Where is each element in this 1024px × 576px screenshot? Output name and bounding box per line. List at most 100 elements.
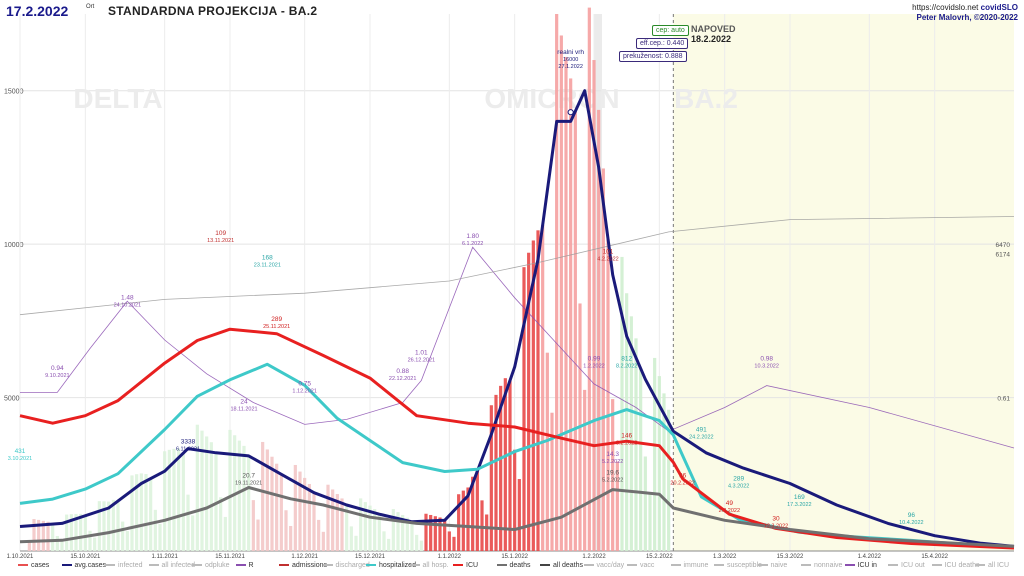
legend-item-infected[interactable]: infected bbox=[105, 562, 143, 569]
legend-swatch bbox=[148, 564, 159, 567]
case-bar bbox=[387, 538, 391, 551]
case-bar bbox=[46, 521, 50, 551]
annotation-sub2: 27.1.2022 bbox=[558, 64, 582, 70]
case-bar bbox=[293, 464, 297, 551]
legend-item-admissions[interactable]: admissions bbox=[279, 562, 327, 569]
legend-item-odpluke[interactable]: odpluke bbox=[192, 562, 230, 569]
site-link[interactable]: https://covidslo.net bbox=[912, 3, 979, 12]
annotation-value: 146 bbox=[621, 432, 632, 439]
right-edge-label: 6470 bbox=[996, 242, 1011, 249]
legend-item-immune[interactable]: immune bbox=[670, 562, 709, 569]
case-bar bbox=[349, 526, 353, 551]
legend: cases avg.cases infected all infected odpluk… bbox=[18, 561, 1018, 574]
case-bar bbox=[494, 394, 498, 551]
case-bar bbox=[181, 453, 185, 551]
case-bar bbox=[256, 519, 260, 551]
case-bar bbox=[125, 531, 129, 551]
annotation-value: 0.98 bbox=[760, 356, 773, 363]
annotation-sub: 8.2.2022 bbox=[616, 364, 637, 370]
right-edge-label: 6174 bbox=[996, 251, 1011, 258]
watermark-label: OMICRON bbox=[484, 83, 619, 114]
case-bar bbox=[153, 509, 157, 551]
legend-swatch bbox=[105, 564, 115, 567]
case-bar bbox=[615, 461, 619, 551]
x-tick-label: 1.1.2022 bbox=[438, 554, 462, 560]
case-bar bbox=[335, 494, 339, 551]
case-bar bbox=[149, 478, 153, 551]
case-bar bbox=[27, 542, 31, 551]
legend-item-cases[interactable]: cases bbox=[18, 562, 49, 569]
case-bar bbox=[139, 473, 143, 551]
legend-item-all-icu[interactable]: all ICU bbox=[975, 562, 1009, 569]
case-bar bbox=[377, 514, 381, 551]
legend-label: vacc bbox=[640, 562, 655, 569]
case-bar bbox=[536, 230, 540, 551]
annotation-value: 1.01 bbox=[415, 350, 428, 357]
legend-item-icu[interactable]: ICU bbox=[453, 562, 478, 569]
legend-item-susceptible[interactable]: susceptible bbox=[714, 562, 762, 569]
case-bar bbox=[200, 430, 204, 551]
annotation-value: realni vrh bbox=[557, 49, 584, 56]
annotation-value: 0.88 bbox=[396, 368, 409, 375]
legend-item-icu-out[interactable]: ICU out bbox=[888, 562, 925, 569]
legend-item-naive[interactable]: naive bbox=[757, 562, 787, 569]
legend-item-deaths[interactable]: deaths bbox=[496, 562, 531, 569]
legend-item-all-infected[interactable]: all infected bbox=[148, 562, 195, 569]
legend-item-vacc-day[interactable]: vacc/day bbox=[583, 562, 625, 569]
legend-item-icu-deaths[interactable]: ICU deaths bbox=[931, 562, 980, 569]
legend-swatch bbox=[453, 564, 463, 567]
x-tick-label: 15.2.2022 bbox=[646, 554, 673, 560]
annotation-value: 431 bbox=[15, 448, 26, 455]
case-bar bbox=[331, 489, 335, 551]
case-bar bbox=[223, 516, 227, 551]
legend-swatch bbox=[627, 564, 637, 567]
x-tick-label: 15.1.2022 bbox=[501, 554, 528, 560]
legend-label: all infected bbox=[161, 562, 195, 569]
legend-label: immune bbox=[683, 562, 709, 569]
annotation-sub: 20.2.2022 bbox=[670, 480, 694, 486]
annotation-sub: 22.12.2021 bbox=[389, 376, 417, 382]
watermark-label: DELTA bbox=[73, 83, 162, 114]
case-bar bbox=[130, 475, 134, 551]
legend-label: nonnaive bbox=[814, 562, 843, 569]
legend-swatch bbox=[670, 564, 681, 567]
legend-item-all-hosp-[interactable]: all hosp. bbox=[409, 562, 449, 569]
legend-swatch bbox=[322, 564, 333, 567]
series-line-avg-cases bbox=[19, 89, 1015, 548]
case-bar bbox=[513, 449, 517, 551]
case-bar bbox=[79, 513, 83, 551]
case-bar bbox=[74, 513, 78, 551]
case-bar bbox=[237, 440, 241, 551]
case-bar bbox=[307, 483, 311, 551]
case-bar bbox=[270, 456, 274, 551]
legend-label: vacc/day bbox=[596, 562, 625, 569]
header-date-sup: Ort bbox=[86, 4, 95, 10]
annotation-sub: 18.11.2021 bbox=[230, 407, 257, 413]
annotation-value: 1.48 bbox=[121, 294, 134, 301]
x-tick-label: 1.12.2021 bbox=[291, 554, 318, 560]
legend-item-all-deaths[interactable]: all deaths bbox=[540, 562, 583, 569]
case-bar bbox=[363, 502, 367, 551]
annotation-sub: 10.4.2022 bbox=[899, 520, 923, 526]
legend-item-icu-in[interactable]: ICU in bbox=[844, 562, 877, 569]
author: Peter Malovrh, ©2020-2022 bbox=[916, 13, 1018, 22]
annotation-sub: 24.10.2021 bbox=[114, 302, 142, 308]
case-bar bbox=[382, 531, 386, 551]
legend-swatch bbox=[409, 564, 420, 567]
case-bar bbox=[88, 530, 92, 551]
legend-item-nonnaive[interactable]: nonnaive bbox=[801, 562, 842, 569]
legend-item-vacc[interactable]: vacc bbox=[627, 562, 654, 569]
series-line-deaths bbox=[19, 486, 1015, 548]
legend-swatch bbox=[279, 564, 289, 567]
case-bar bbox=[527, 252, 531, 551]
annotation-sub: 9.10.2021 bbox=[45, 373, 69, 379]
annotation-value: 491 bbox=[696, 426, 707, 433]
legend-item-hospitalized[interactable]: hospitalized bbox=[366, 562, 416, 569]
series-line-r bbox=[20, 246, 1015, 449]
legend-item-avg-cases[interactable]: avg.cases bbox=[61, 562, 106, 569]
legend-item-r[interactable]: R bbox=[235, 562, 254, 569]
case-bar bbox=[186, 494, 190, 551]
legend-item-discharged[interactable]: discharged bbox=[322, 562, 370, 569]
case-bar bbox=[111, 499, 115, 551]
case-bar bbox=[219, 497, 223, 551]
